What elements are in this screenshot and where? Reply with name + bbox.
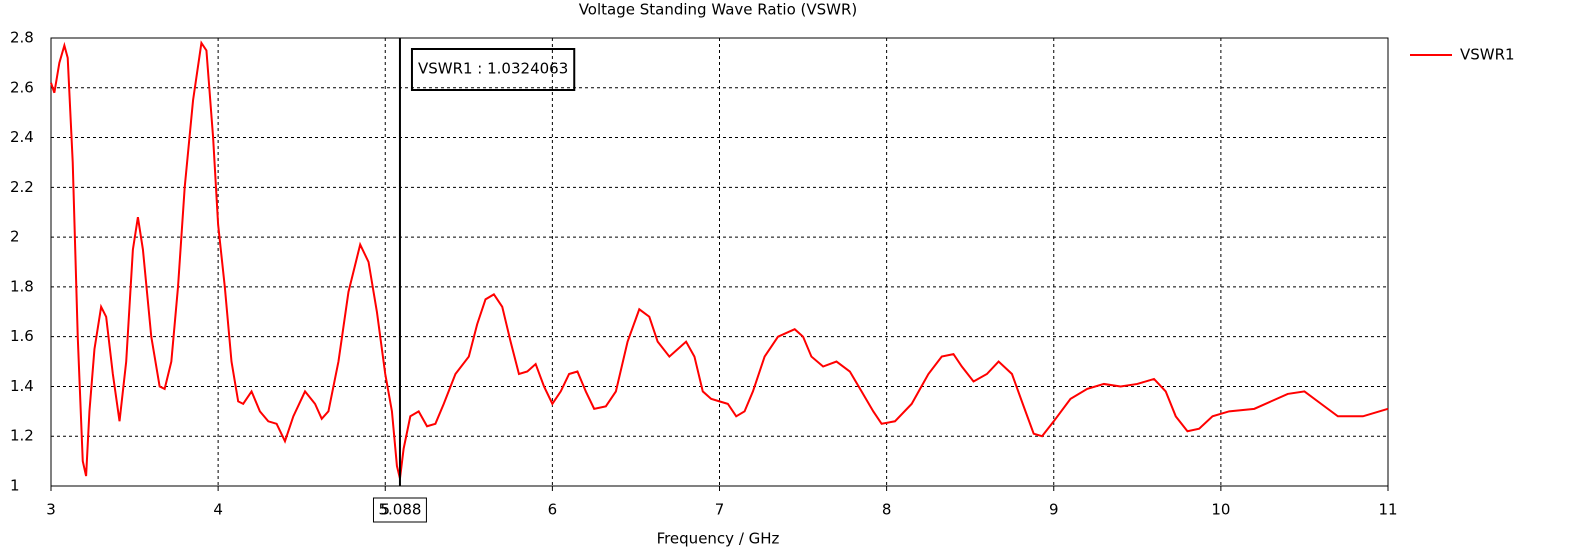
x-tick-label: 9 xyxy=(1049,501,1059,519)
x-tick-label: 10 xyxy=(1211,501,1230,519)
marker-annotation: VSWR1 : 1.0324063 xyxy=(418,60,568,78)
plot-frame xyxy=(50,37,1389,487)
x-tick-label: 5 xyxy=(380,501,390,519)
x-axis-label: Frequency / GHz xyxy=(657,530,780,548)
x-tick-label: 4 xyxy=(213,501,223,519)
y-tick-label: 1.4 xyxy=(10,377,34,395)
y-tick-label: 2.2 xyxy=(10,178,34,196)
y-tick-label: 1 xyxy=(10,477,20,495)
y-tick-label: 2.4 xyxy=(10,128,34,146)
y-tick-label: 1.8 xyxy=(10,277,34,295)
legend-label: VSWR1 xyxy=(1460,46,1515,64)
y-tick-label: 2.8 xyxy=(10,29,34,47)
marker-annotation-box xyxy=(410,48,576,91)
data-line xyxy=(50,40,1389,479)
y-tick-label: 2.6 xyxy=(10,78,34,96)
y-tick-label: 1.6 xyxy=(10,327,34,345)
x-tick-label: 11 xyxy=(1378,501,1397,519)
x-tick-label: 6 xyxy=(548,501,558,519)
marker-label: 5.088 xyxy=(378,501,421,519)
y-tick-label: 2 xyxy=(10,228,20,246)
x-tick-label: 7 xyxy=(715,501,725,519)
x-tick-label: 8 xyxy=(882,501,892,519)
y-tick-label: 1.2 xyxy=(10,427,34,445)
chart-title: Voltage Standing Wave Ratio (VSWR) xyxy=(579,1,858,19)
marker-label-box xyxy=(372,497,427,523)
x-tick-label: 3 xyxy=(46,501,56,519)
